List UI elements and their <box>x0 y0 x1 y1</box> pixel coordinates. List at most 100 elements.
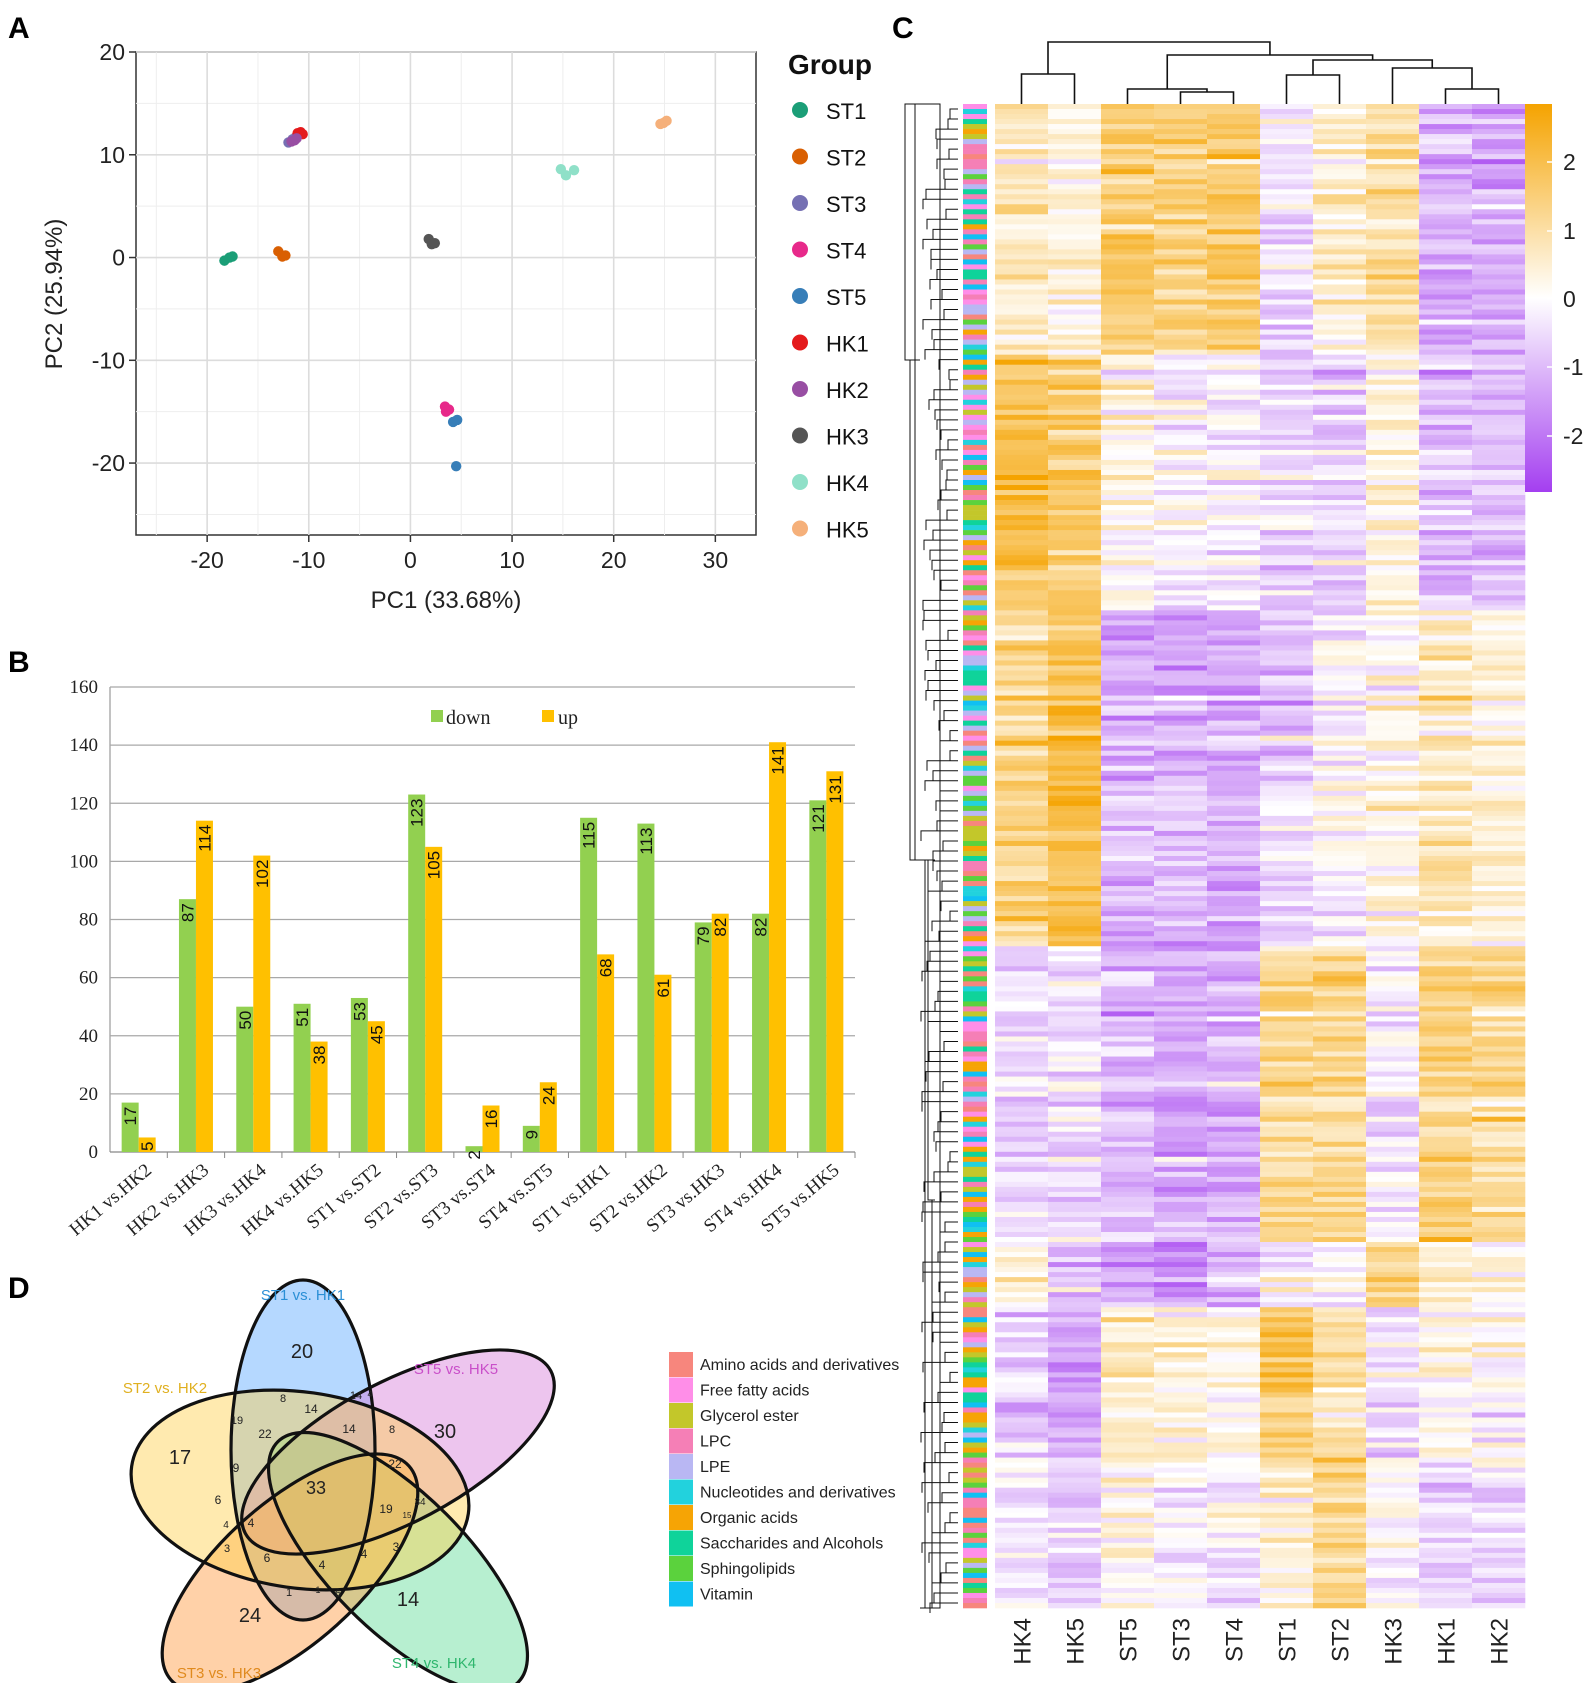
row-dendrogram-branch <box>925 639 958 651</box>
heatmap-cell <box>995 1131 1049 1138</box>
heatmap-cell <box>1260 434 1314 441</box>
heatmap-cell <box>1472 1482 1526 1488</box>
heatmap-cell <box>1472 1402 1526 1408</box>
row-dendrogram-branch <box>939 790 958 801</box>
heatmap-cell <box>1260 735 1314 741</box>
heatmap-cell <box>1048 259 1102 265</box>
row-dendrogram-branch <box>937 1121 958 1132</box>
row-annotation-cell <box>963 685 987 691</box>
row-dendrogram-branch <box>925 519 958 531</box>
heatmap-cell <box>1260 545 1314 551</box>
heatmap-cell <box>1260 1482 1314 1488</box>
heatmap-cell <box>1313 169 1367 175</box>
heatmap-cell <box>1260 1116 1314 1123</box>
heatmap-cell <box>1154 374 1208 381</box>
row-dendrogram-branch <box>931 1199 935 1609</box>
heatmap-cell <box>1048 956 1102 962</box>
heatmap-cell <box>1419 439 1473 446</box>
heatmap-cell <box>1154 239 1208 245</box>
row-annotation-cell <box>963 384 987 391</box>
heatmap-cell <box>1207 986 1261 992</box>
heatmap-cell <box>1101 1332 1155 1338</box>
heatmap-cell <box>1207 720 1261 726</box>
heatmap-cell <box>1313 490 1367 496</box>
heatmap-cell <box>995 780 1049 787</box>
heatmap-cell <box>1154 1021 1208 1027</box>
heatmap-cell <box>1207 655 1261 661</box>
heatmap-cell <box>1154 615 1208 621</box>
row-annotation-cell <box>963 1091 987 1097</box>
heatmap-cell <box>1207 585 1261 591</box>
heatmap-cell <box>1313 655 1367 661</box>
heatmap-cell <box>1419 1126 1473 1133</box>
heatmap-cell <box>1472 535 1526 541</box>
legend-label-hk2: HK2 <box>826 378 869 403</box>
heatmap-cell <box>1260 921 1314 927</box>
heatmap-cell <box>1366 1036 1420 1042</box>
heatmap-cell <box>1419 565 1473 571</box>
heatmap-cell <box>1101 1587 1155 1594</box>
heatmap-cell <box>1154 229 1208 235</box>
row-annotation-cell <box>963 1076 987 1082</box>
heatmap-cell <box>1101 129 1155 135</box>
heatmap-cell <box>1048 490 1102 496</box>
heatmap-cell <box>1260 189 1314 195</box>
heatmap-cell <box>995 1106 1049 1112</box>
heatmap-cell <box>1472 1497 1526 1504</box>
column-dendrogram-branch <box>1391 67 1473 104</box>
heatmap-cell <box>995 810 1049 817</box>
legend-marker-st3 <box>792 195 808 211</box>
heatmap-cell <box>995 840 1049 847</box>
bar-y-tick: 80 <box>79 910 98 931</box>
heatmap-cell <box>1419 304 1473 310</box>
heatmap-cell <box>1207 605 1261 611</box>
heatmap-cell <box>1101 1131 1155 1138</box>
heatmap-cell <box>1154 1056 1208 1062</box>
heatmap-cell <box>1260 1357 1314 1363</box>
heatmap-cell <box>1048 810 1102 817</box>
heatmap-cell <box>1366 640 1420 646</box>
heatmap-cell <box>1419 600 1473 606</box>
heatmap-cell <box>1419 1502 1473 1509</box>
heatmap-cell <box>1419 1557 1473 1564</box>
row-annotation-cell <box>963 901 987 907</box>
heatmap-cell <box>1048 179 1102 185</box>
row-annotation-cell <box>963 1181 987 1188</box>
heatmap-cell <box>1154 1417 1208 1423</box>
heatmap-column-label: ST2 <box>1328 1618 1355 1662</box>
heatmap-cell <box>995 1307 1049 1313</box>
heatmap-cell <box>1472 490 1526 496</box>
heatmap-cell <box>1048 1011 1102 1017</box>
heatmap-cell <box>1472 876 1526 882</box>
heatmap-cell <box>995 605 1049 611</box>
heatmap-cell <box>1048 304 1102 310</box>
heatmap-cell <box>1366 991 1420 997</box>
heatmap-cell <box>1472 159 1526 165</box>
heatmap-cell <box>1101 820 1155 827</box>
heatmap-cell <box>1048 344 1102 350</box>
heatmap-cell <box>1260 610 1314 616</box>
row-annotation-cell <box>963 319 987 325</box>
heatmap-cell <box>1101 249 1155 255</box>
heatmap-cell <box>1260 835 1314 842</box>
heatmap-cell <box>1260 1387 1314 1393</box>
heatmap-cell <box>1101 284 1155 290</box>
heatmap-cell <box>1048 1432 1102 1438</box>
row-annotation-cell <box>963 259 987 265</box>
heatmap-cell <box>1366 329 1420 335</box>
heatmap-cell <box>1207 1317 1261 1323</box>
heatmap-cell <box>1154 1472 1208 1478</box>
heatmap-cell <box>1154 595 1208 601</box>
heatmap-cell <box>1260 1061 1314 1067</box>
heatmap-cell <box>1419 209 1473 215</box>
heatmap-cell <box>1366 169 1420 175</box>
heatmap-cell <box>1472 1417 1526 1423</box>
heatmap-cell <box>1419 434 1473 441</box>
heatmap-cell <box>1101 981 1155 987</box>
heatmap-cell <box>1154 850 1208 857</box>
heatmap-cell <box>1366 429 1420 436</box>
heatmap-cell <box>1472 1201 1526 1208</box>
row-dendrogram-branch <box>922 319 958 330</box>
heatmap-cell <box>1207 419 1261 426</box>
row-annotation-cell <box>963 449 987 456</box>
